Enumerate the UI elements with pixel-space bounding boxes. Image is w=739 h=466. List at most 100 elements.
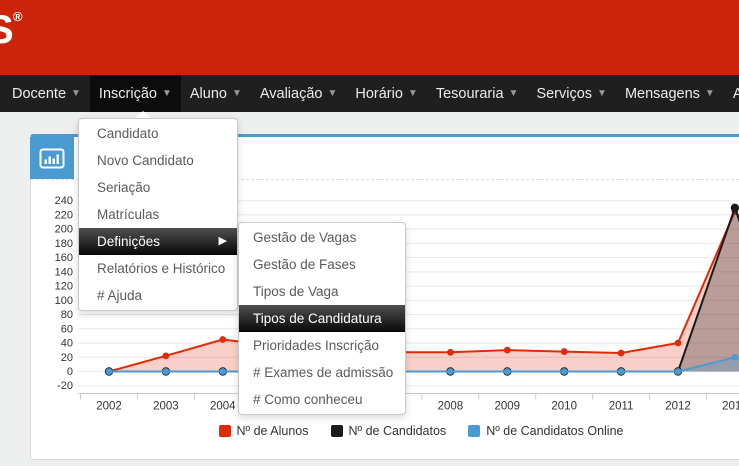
y-axis-label: 220 <box>55 209 73 221</box>
data-point <box>162 368 170 375</box>
navbar-item-avalia-o[interactable]: Avaliação ▼ <box>251 75 347 112</box>
registered-trademark: ® <box>13 9 23 24</box>
data-point <box>560 348 568 355</box>
menu-item-label: Relatórios e Histórico <box>97 261 226 276</box>
x-axis-label: 2010 <box>551 401 577 413</box>
navbar-item-atividades[interactable]: Atividades ▼ <box>724 75 739 112</box>
y-axis-label: 200 <box>55 224 73 236</box>
y-axis-label: 180 <box>55 238 73 250</box>
navbar-item-aluno[interactable]: Aluno ▼ <box>181 75 251 112</box>
menu-item-label: Matrículas <box>97 207 160 222</box>
navbar-item-label: Horário <box>355 85 403 102</box>
legend-item-label: Nº de Alunos <box>236 424 309 438</box>
data-point <box>219 336 227 343</box>
y-axis-label: 0 <box>67 366 73 378</box>
data-point <box>503 368 511 375</box>
legend-item-n-de-alunos[interactable]: Nº de Alunos <box>218 424 309 438</box>
navbar-item-label: Aluno <box>189 85 227 102</box>
menu-item-gest-o-de-fases[interactable]: Gestão de Fases <box>239 251 405 278</box>
app-header: S ® <box>0 0 739 75</box>
menu-item-prioridades-inscri-o[interactable]: Prioridades Inscrição <box>239 332 405 359</box>
legend-item-n-de-candidatos[interactable]: Nº de Candidatos <box>330 424 447 438</box>
menu-item-exames-de-admiss-o[interactable]: # Exames de admissão <box>239 359 405 386</box>
chevron-down-icon: ▼ <box>597 88 607 99</box>
navbar-item-label: Inscrição <box>98 85 157 102</box>
navbar-item-mensagens[interactable]: Mensagens ▼ <box>616 75 724 112</box>
menu-item-label: Definições <box>97 234 161 249</box>
data-point <box>674 368 682 375</box>
navbar-item-label: Avaliação <box>259 85 323 102</box>
menu-item-tipos-de-vaga[interactable]: Tipos de Vaga <box>239 278 405 305</box>
legend-swatch-icon <box>218 425 231 437</box>
chart-tab[interactable] <box>30 137 74 179</box>
main-navbar: Docente ▼ Inscrição ▼ Aluno ▼ Avaliação … <box>0 75 739 112</box>
menu-item-novo-candidato[interactable]: Novo Candidato <box>79 147 237 174</box>
y-axis-label: 160 <box>55 252 73 264</box>
navbar-item-tesouraria[interactable]: Tesouraria ▼ <box>427 75 528 112</box>
navbar-item-servi-os[interactable]: Serviços ▼ <box>527 75 616 112</box>
y-axis-label: 60 <box>61 323 73 335</box>
series-area <box>109 211 739 372</box>
menu-item-label: Gestão de Fases <box>253 257 356 272</box>
data-point <box>674 339 682 347</box>
bar-chart-icon <box>39 148 65 168</box>
x-axis-label: 2008 <box>438 401 464 413</box>
y-axis-label: -20 <box>57 380 73 392</box>
navbar-item-label: Atividades <box>732 85 739 102</box>
menu-item-label: Seriação <box>97 180 151 195</box>
menu-item-matr-culas[interactable]: Matrículas <box>79 201 237 228</box>
navbar-item-label: Tesouraria <box>435 85 504 102</box>
menu-item-label: Gestão de Vagas <box>253 230 357 245</box>
x-axis-label: 2013 <box>722 401 739 413</box>
menu-item-label: # Como conheceu <box>253 392 363 407</box>
y-axis-label: 100 <box>55 295 73 307</box>
menu-item-seria-o[interactable]: Seriação <box>79 174 237 201</box>
legend-item-label: Nº de Candidatos Online <box>486 424 624 438</box>
chevron-down-icon: ▼ <box>327 88 338 99</box>
dropdown-caret-icon <box>135 111 151 118</box>
menu-item-como-conheceu[interactable]: # Como conheceu <box>239 386 405 413</box>
menu-item-label: # Exames de admissão <box>253 365 394 380</box>
menu-item-ajuda[interactable]: # Ajuda <box>79 282 237 309</box>
menu-item-candidato[interactable]: Candidato <box>79 120 237 147</box>
navbar-item-inscri-o[interactable]: Inscrição ▼ <box>89 75 181 112</box>
menu-item-label: Tipos de Candidatura <box>253 311 382 326</box>
navbar-item-label: Mensagens <box>624 85 700 102</box>
chevron-down-icon: ▼ <box>71 88 81 99</box>
menu-item-label: # Ajuda <box>97 288 143 303</box>
data-point <box>617 368 625 375</box>
legend-item-label: Nº de Candidatos <box>348 424 447 438</box>
data-point <box>617 349 625 357</box>
data-point <box>731 353 739 361</box>
y-axis-label: 40 <box>61 338 73 350</box>
chevron-down-icon: ▼ <box>407 88 418 99</box>
data-point <box>447 368 454 375</box>
menu-item-relat-rios-e-hist-rico[interactable]: Relatórios e Histórico <box>79 255 237 282</box>
navbar-item-hor-rio[interactable]: Horário ▼ <box>346 75 426 112</box>
legend-swatch-icon <box>468 425 481 437</box>
menu-item-label: Candidato <box>97 126 159 141</box>
chevron-down-icon: ▼ <box>231 88 242 99</box>
menu-item-defini-es[interactable]: Definições ▶ <box>79 228 237 255</box>
x-axis-label: 2011 <box>609 401 634 413</box>
panel-header-divider <box>31 179 739 180</box>
menu-item-label: Novo Candidato <box>97 153 194 168</box>
x-axis-label: 2012 <box>665 401 691 413</box>
brand-logo: S ® <box>0 10 23 50</box>
data-point <box>162 352 170 360</box>
menu-item-gest-o-de-vagas[interactable]: Gestão de Vagas <box>239 224 405 251</box>
x-axis-label: 2004 <box>210 401 236 413</box>
chart-legend: Nº de Alunos Nº de Candidatos Nº de Cand… <box>31 424 739 438</box>
y-axis-label: 20 <box>61 352 73 364</box>
navbar-item-docente[interactable]: Docente ▼ <box>3 75 90 112</box>
menu-item-label: Prioridades Inscrição <box>253 338 380 353</box>
legend-item-n-de-candidatos-online[interactable]: Nº de Candidatos Online <box>468 424 623 438</box>
menu-item-label: Tipos de Vaga <box>253 284 339 299</box>
legend-swatch-icon <box>330 425 343 437</box>
data-point <box>105 368 113 375</box>
y-axis-label: 120 <box>55 281 73 293</box>
chevron-down-icon: ▼ <box>161 88 172 99</box>
y-axis-label: 80 <box>61 309 73 321</box>
menu-item-tipos-de-candidatura[interactable]: Tipos de Candidatura <box>239 305 405 332</box>
y-axis-label: 240 <box>55 195 73 207</box>
